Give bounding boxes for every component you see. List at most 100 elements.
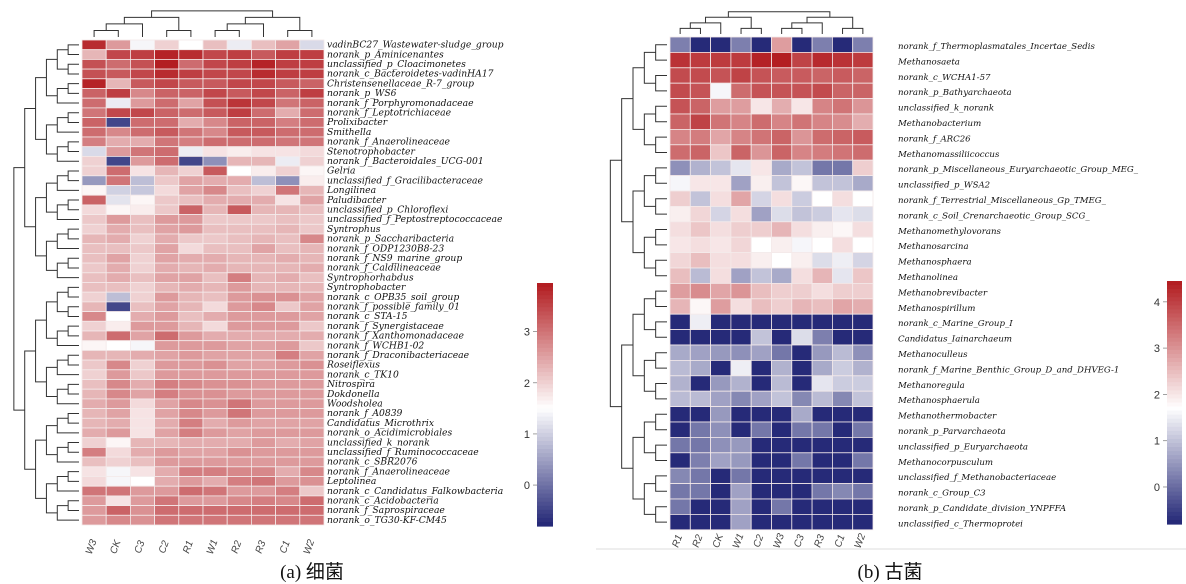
heatmap-cell bbox=[750, 329, 772, 346]
colorbar-segment bbox=[1167, 426, 1182, 432]
heatmap-cell bbox=[689, 390, 711, 408]
heatmap-cell bbox=[250, 194, 276, 206]
heatmap-cell bbox=[154, 185, 180, 196]
heatmap-cell bbox=[689, 375, 711, 392]
heatmap-cell bbox=[154, 388, 180, 400]
colorbar-segment bbox=[537, 497, 553, 503]
colorbar-segment bbox=[1167, 451, 1182, 456]
heatmap-cell bbox=[154, 126, 180, 138]
heatmap-cell bbox=[154, 107, 180, 119]
heatmap-cell bbox=[129, 369, 155, 380]
colorbar-segment bbox=[1167, 402, 1182, 408]
heatmap-cell bbox=[852, 406, 874, 423]
heatmap-cell bbox=[832, 98, 854, 115]
heatmap-cell bbox=[105, 49, 131, 60]
dendrogram-branch bbox=[67, 63, 79, 75]
colorbar-segment bbox=[537, 481, 553, 487]
heatmap-cell bbox=[202, 136, 228, 148]
heatmap-cell bbox=[226, 427, 252, 439]
heatmap-cell bbox=[710, 175, 732, 192]
colorbar-segment bbox=[537, 404, 553, 410]
heatmap-cell bbox=[832, 329, 854, 346]
column-label: C3 bbox=[792, 533, 807, 549]
colorbar-segment bbox=[1167, 406, 1182, 412]
colorbar-tick-label: 0 bbox=[524, 480, 530, 492]
heatmap-cell bbox=[710, 329, 732, 346]
dendrogram-branch bbox=[67, 257, 79, 269]
heatmap-cell bbox=[832, 282, 854, 300]
row-label: norank_c_SBR2076 bbox=[327, 457, 418, 468]
row-label: norank_f_Marine_Benthic_Group_D_and_DHVE… bbox=[898, 365, 1119, 375]
heatmap-cell bbox=[202, 107, 228, 119]
heatmap-cell bbox=[81, 330, 107, 342]
heatmap-cell bbox=[105, 340, 131, 351]
heatmap-cell bbox=[771, 128, 793, 146]
heatmap-cell bbox=[710, 113, 732, 130]
heatmap-cell bbox=[771, 514, 793, 531]
dendrogram-branch bbox=[655, 475, 667, 492]
heatmap-cell bbox=[299, 495, 325, 506]
heatmap-cell bbox=[771, 236, 793, 253]
heatmap-cell bbox=[226, 466, 252, 477]
row-label: norank_o_TG30-KF-CM45 bbox=[327, 515, 447, 526]
heatmap-cell bbox=[250, 262, 276, 274]
heatmap-cell bbox=[750, 436, 772, 454]
column-dendrogram bbox=[679, 11, 864, 34]
heatmap-cell bbox=[811, 452, 833, 469]
heatmap-cell bbox=[105, 330, 131, 342]
heatmap-cell bbox=[730, 267, 752, 284]
heatmap-cell bbox=[154, 456, 180, 468]
heatmap-cell bbox=[852, 236, 874, 253]
heatmap-cell bbox=[105, 272, 131, 283]
heatmap-cell bbox=[202, 49, 228, 60]
heatmap-cell bbox=[299, 136, 325, 148]
dendrogram-branch bbox=[35, 197, 47, 257]
colorbar-segment bbox=[1167, 293, 1182, 298]
heatmap-cell bbox=[178, 243, 204, 254]
heatmap-cell bbox=[154, 146, 180, 157]
heatmap-cell bbox=[750, 144, 772, 161]
heatmap-cell bbox=[811, 298, 833, 315]
heatmap-cell bbox=[154, 437, 180, 448]
heatmap-cell bbox=[811, 144, 833, 161]
heatmap-cell bbox=[750, 159, 772, 176]
heatmap-cell bbox=[178, 466, 204, 477]
row-label: Methanospirillum bbox=[897, 304, 975, 314]
heatmap-cell bbox=[202, 214, 228, 225]
heatmap-cell bbox=[299, 456, 325, 468]
column-label: C1 bbox=[833, 533, 848, 549]
heatmap-cell bbox=[250, 146, 276, 157]
heatmap-cells bbox=[81, 39, 325, 526]
colorbar-segment bbox=[537, 364, 553, 369]
heatmap-cell bbox=[226, 320, 252, 332]
heatmap-cell bbox=[154, 223, 180, 235]
heatmap-cell bbox=[299, 117, 325, 128]
heatmap-cell bbox=[226, 359, 252, 371]
colorbar-segment bbox=[1167, 357, 1182, 363]
heatmap-cell bbox=[250, 97, 276, 109]
heatmap-cell bbox=[852, 467, 874, 485]
dendrogram-branch bbox=[842, 27, 864, 34]
heatmap-cell bbox=[202, 117, 228, 128]
heatmap-cell bbox=[299, 39, 325, 51]
heatmap-cell bbox=[750, 406, 772, 423]
heatmap-cell bbox=[299, 194, 325, 206]
heatmap-cell bbox=[226, 272, 252, 283]
heatmap-cell bbox=[299, 379, 325, 390]
heatmap-cell bbox=[299, 466, 325, 477]
heatmap-cell bbox=[178, 88, 204, 99]
heatmap-cell bbox=[129, 126, 155, 138]
heatmap-cell bbox=[81, 252, 107, 264]
heatmap-cell bbox=[832, 375, 854, 392]
row-label: norank_f_Synergistaceae bbox=[327, 321, 444, 332]
heatmap-cell bbox=[226, 456, 252, 468]
heatmap-cell bbox=[750, 390, 772, 408]
dendrogram-branch bbox=[105, 23, 143, 37]
heatmap-cell bbox=[299, 359, 325, 371]
heatmap-cell bbox=[710, 252, 732, 269]
dendrogram-branch bbox=[655, 413, 667, 431]
row-label: norank_c_Group_C3 bbox=[898, 489, 986, 499]
heatmap-cell bbox=[299, 175, 325, 186]
heatmap-cell bbox=[105, 446, 131, 458]
heatmap-cell bbox=[669, 498, 691, 515]
